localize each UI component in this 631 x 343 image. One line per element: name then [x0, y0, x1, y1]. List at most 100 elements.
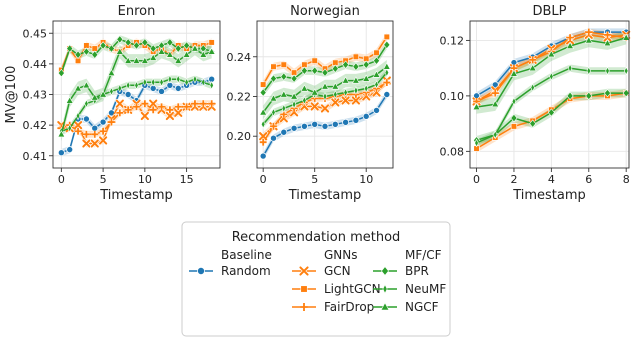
x-tick-label: 4 [548, 173, 555, 186]
legend-marker [300, 285, 308, 293]
legend-item-lightgcn[interactable]: LightGCN [292, 282, 381, 296]
legend-item-label: NGCF [405, 300, 439, 314]
marker-stroke [199, 100, 207, 108]
data-point [510, 113, 518, 123]
data-point [371, 87, 382, 98]
legend-group-header: GNNs [324, 248, 358, 262]
data-point [604, 31, 611, 39]
data-point [269, 134, 277, 142]
data-point [57, 149, 65, 157]
data-point [124, 91, 132, 99]
data-point [176, 74, 181, 84]
panel-title: Enron [118, 4, 156, 19]
data-point [91, 50, 99, 59]
data-point [290, 74, 298, 83]
data-point [566, 91, 574, 101]
x-axis-label: Timestamp [288, 188, 362, 203]
data-point [133, 103, 140, 111]
x-tick-label: 0 [58, 173, 65, 186]
data-point [586, 66, 591, 76]
marker-stroke [99, 136, 108, 145]
data-point [115, 98, 125, 109]
legend: Recommendation method Baseline Random GNNs G… [181, 221, 451, 337]
data-point [107, 68, 116, 76]
marker-stroke [90, 139, 99, 148]
data-point [362, 74, 371, 82]
data-point [201, 77, 206, 87]
data-point [279, 90, 288, 98]
data-point [99, 41, 107, 50]
marker-stroke [82, 130, 90, 138]
data-point [384, 68, 390, 78]
data-point [158, 103, 165, 111]
data-point [300, 122, 308, 130]
data-point [73, 120, 83, 130]
marker-stroke [174, 108, 183, 117]
data-point [343, 88, 348, 97]
data-point [184, 77, 189, 87]
marker-stroke [300, 303, 308, 311]
data-point [290, 124, 298, 132]
data-point [622, 33, 631, 41]
data-point [108, 118, 115, 126]
data-point [149, 44, 157, 53]
x-tick-label: 15 [180, 173, 194, 186]
data-point [342, 118, 350, 126]
data-point [372, 70, 381, 78]
x-tick-label: 8 [623, 173, 630, 186]
data-point [99, 118, 107, 126]
legend-item-label: GCN [324, 264, 351, 278]
data-point [321, 68, 329, 77]
data-point [182, 50, 191, 58]
data-point [166, 38, 174, 47]
data-point [566, 41, 574, 49]
data-point [280, 128, 288, 136]
data-point [330, 97, 341, 108]
data-point [373, 56, 381, 65]
data-point [91, 124, 99, 132]
data-point [281, 104, 286, 113]
x-tick-label: 0 [260, 173, 267, 186]
marker-stroke [166, 106, 174, 114]
data-point [91, 130, 99, 138]
data-point [311, 66, 319, 75]
legend-item-random[interactable]: Random [189, 264, 271, 278]
marker-stroke [566, 34, 574, 42]
marker-stroke [108, 118, 115, 126]
marker-stroke [158, 103, 165, 111]
data-point [260, 81, 267, 88]
data-point [174, 84, 182, 92]
data-point [491, 81, 499, 89]
data-point [98, 135, 108, 146]
legend-item-fairdrop[interactable]: FairDrop [292, 300, 374, 314]
data-point [331, 120, 339, 128]
series-band [476, 64, 627, 147]
data-point [320, 103, 330, 114]
data-point [310, 88, 319, 96]
legend-item-neumf[interactable]: NeuMF [373, 282, 446, 296]
data-point [82, 130, 90, 138]
data-point [623, 66, 629, 76]
data-point [90, 138, 100, 149]
legend-item-gcn[interactable]: GCN [292, 264, 351, 278]
marker-stroke [149, 99, 158, 108]
data-point [142, 77, 148, 87]
marker-stroke [372, 88, 381, 97]
data-point [166, 106, 174, 114]
data-point [183, 41, 191, 50]
data-point [269, 94, 278, 102]
data-point [302, 96, 307, 105]
legend-item-bpr[interactable]: BPR [373, 264, 429, 278]
legend-item-ngcf[interactable]: NGCF [373, 300, 439, 314]
data-point [116, 109, 124, 117]
data-point [491, 100, 500, 108]
data-point [374, 80, 379, 89]
data-point [311, 120, 319, 128]
data-point [116, 35, 124, 44]
data-point [352, 53, 359, 60]
marker-stroke [604, 31, 611, 39]
data-point [547, 108, 555, 117]
marker-stroke [91, 130, 99, 138]
y-tick-label: 0.22 [227, 90, 252, 103]
